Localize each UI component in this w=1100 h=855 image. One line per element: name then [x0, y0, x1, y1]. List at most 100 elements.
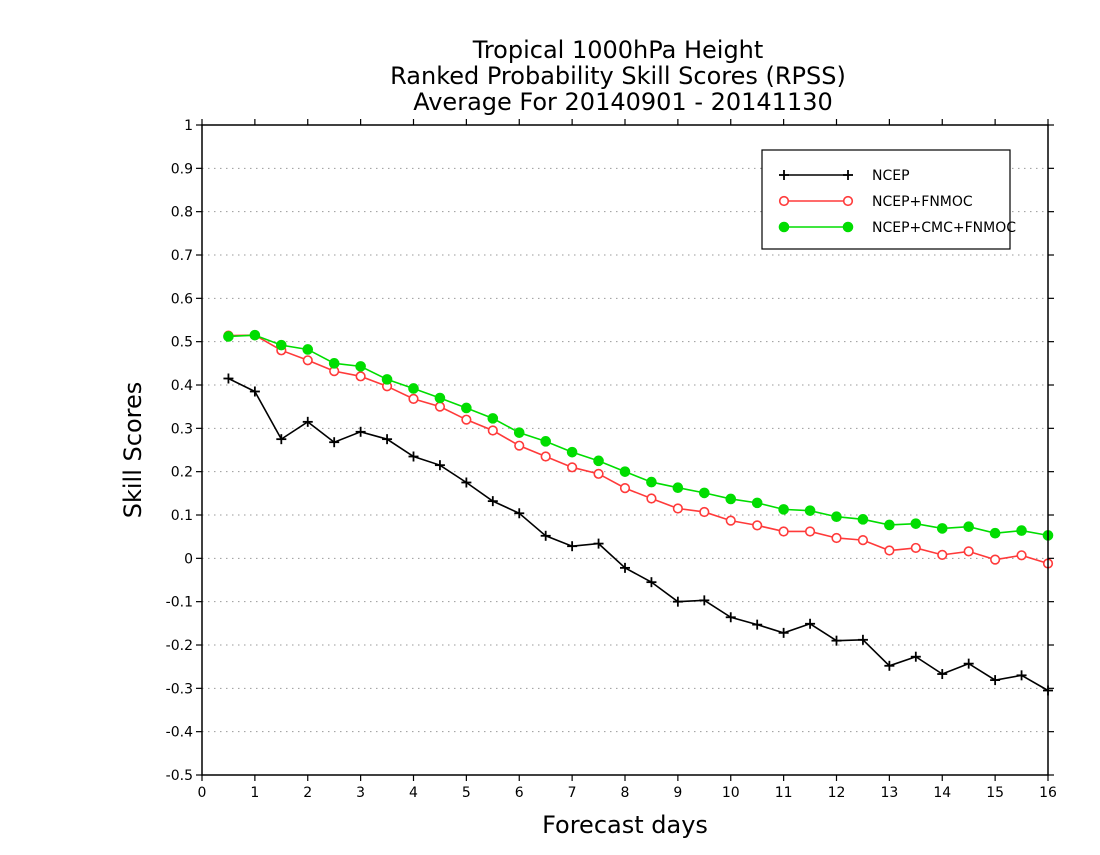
data-point-ncep-cmc-fnmoc — [646, 476, 657, 488]
legend-entry-ncep-fnmoc: NCEP+FNMOC — [778, 194, 973, 210]
data-point-ncep-cmc-fnmoc — [1016, 525, 1027, 536]
series-layer — [223, 329, 1054, 696]
data-point-ncep-fnmoc — [725, 515, 736, 526]
data-point-ncep-cmc-fnmoc — [778, 504, 789, 515]
grid-layer — [202, 167, 1048, 733]
y-tick-label: 0.8 — [171, 205, 193, 221]
legend-entry-ncep-cmc-fnmoc: NCEP+CMC+FNMOC — [778, 220, 1016, 236]
data-point-ncep-cmc-fnmoc — [540, 436, 551, 447]
y-tick-label: 0.5 — [171, 335, 193, 351]
data-point-ncep-fnmoc — [567, 462, 578, 473]
y-tick-label: -0.1 — [166, 595, 193, 611]
data-point-ncep-fnmoc — [619, 483, 631, 494]
chart-title-line-3: Average For 20140901 - 20141130 — [413, 88, 833, 116]
x-tick-label: 4 — [409, 785, 418, 801]
data-point-ncep-fnmoc — [672, 503, 683, 514]
data-point-ncep-fnmoc — [434, 401, 446, 412]
y-tick-label: 0.2 — [171, 465, 193, 481]
y-tick-label: 0.9 — [171, 161, 193, 177]
legend-entry-ncep: NCEP — [779, 168, 910, 184]
x-tick-label: 13 — [880, 785, 898, 801]
data-point-ncep-cmc-fnmoc — [461, 402, 472, 414]
y-tick-label: 0.1 — [171, 508, 193, 524]
x-tick-label: 0 — [198, 785, 207, 801]
legend-markers-ncep-fnmoc — [778, 195, 854, 207]
legend-marker-ncep-fnmoc — [842, 195, 854, 207]
data-point-ncep-cmc-fnmoc — [751, 497, 763, 509]
tick-layer: 1 0.9 0.8 0.7 0.6 0.5 0.4 0.3 0.2 0.1 0 -0.1 -0.2 -0.… — [166, 118, 1057, 801]
data-point-ncep-cmc-fnmoc — [249, 329, 261, 341]
data-point-ncep-cmc-fnmoc — [857, 514, 869, 525]
data-point-ncep-fnmoc — [778, 526, 789, 537]
data-point-ncep-fnmoc — [593, 468, 604, 479]
x-tick-label: 10 — [722, 785, 740, 801]
x-tick-label: 16 — [1039, 785, 1057, 801]
legend-label-ncep-cmc-fnmoc: NCEP+CMC+FNMOC — [872, 220, 1016, 236]
series-ncep-fnmoc — [223, 330, 1054, 569]
data-point-ncep-cmc-fnmoc — [355, 361, 366, 372]
y-tick-label: -0.4 — [166, 725, 193, 741]
data-point-ncep-cmc-fnmoc — [619, 466, 631, 477]
data-point-ncep-fnmoc — [884, 545, 895, 556]
data-point-ncep-fnmoc — [910, 542, 921, 554]
series-line-ncep-fnmoc — [228, 334, 1049, 565]
data-point-ncep-fnmoc — [646, 493, 657, 504]
data-point-ncep-cmc-fnmoc — [699, 487, 710, 499]
legend-label-ncep: NCEP — [872, 168, 910, 184]
data-point-ncep-fnmoc — [540, 451, 551, 462]
data-point-ncep-fnmoc — [408, 393, 419, 404]
data-point-ncep-fnmoc — [1016, 550, 1027, 561]
data-point-ncep-cmc-fnmoc — [963, 521, 974, 533]
series-ncep — [223, 373, 1053, 696]
data-point-ncep-fnmoc — [355, 371, 366, 382]
chart-title-line-1: Tropical 1000hPa Height — [472, 36, 764, 64]
x-tick-label: 8 — [621, 785, 630, 801]
data-point-ncep-fnmoc — [461, 414, 472, 425]
x-tick-label: 14 — [933, 785, 951, 801]
legend-marker-ncep-cmc-fnmoc — [778, 221, 790, 233]
data-point-ncep-cmc-fnmoc — [223, 331, 234, 342]
x-tick-label: 5 — [462, 785, 471, 801]
x-tick-label: 15 — [986, 785, 1004, 801]
y-tick-label: -0.5 — [166, 768, 193, 784]
x-tick-label: 12 — [828, 785, 846, 801]
data-point-ncep-cmc-fnmoc — [593, 455, 604, 467]
data-point-ncep-fnmoc — [302, 355, 313, 366]
data-point-ncep-cmc-fnmoc — [989, 527, 1001, 539]
data-point-ncep-fnmoc — [699, 506, 710, 518]
x-tick-label: 6 — [515, 785, 524, 801]
data-point-ncep-cmc-fnmoc — [804, 505, 816, 516]
y-tick-label: 0.6 — [171, 291, 193, 307]
x-tick-label: 11 — [775, 785, 793, 801]
data-point-ncep-cmc-fnmoc — [408, 383, 419, 394]
data-point-ncep-cmc-fnmoc — [276, 339, 287, 351]
data-point-ncep-cmc-fnmoc — [831, 511, 842, 523]
data-point-ncep-fnmoc — [990, 554, 1001, 565]
x-tick-label: 3 — [356, 785, 365, 801]
y-tick-label: 0 — [184, 551, 193, 567]
data-point-ncep-fnmoc — [514, 440, 525, 451]
x-tick-label: 7 — [568, 785, 577, 801]
data-point-ncep-cmc-fnmoc — [328, 358, 340, 369]
data-point-ncep-cmc-fnmoc — [725, 493, 737, 505]
data-point-ncep-cmc-fnmoc — [302, 344, 314, 355]
x-axis-title: Forecast days — [542, 811, 708, 839]
data-point-ncep-fnmoc — [963, 546, 974, 557]
data-point-ncep-fnmoc — [831, 532, 842, 544]
y-tick-label: 1 — [184, 118, 193, 134]
legend-label-ncep-fnmoc: NCEP+FNMOC — [872, 194, 973, 210]
data-point-ncep-fnmoc — [804, 526, 816, 537]
data-point-ncep-cmc-fnmoc — [434, 392, 446, 404]
series-line-ncep — [228, 377, 1049, 692]
y-tick-label: 0.7 — [171, 248, 193, 264]
data-point-ncep-fnmoc — [937, 549, 948, 560]
data-point-ncep-cmc-fnmoc — [884, 519, 895, 531]
chart-title-line-2: Ranked Probability Skill Scores (RPSS) — [390, 62, 846, 90]
series-ncep-cmc-fnmoc — [223, 329, 1054, 541]
y-axis-title: Skill Scores — [119, 382, 147, 519]
data-point-ncep-fnmoc — [752, 520, 763, 531]
data-point-ncep-cmc-fnmoc — [910, 518, 922, 529]
data-point-ncep-cmc-fnmoc — [936, 523, 948, 534]
data-point-ncep-fnmoc — [857, 535, 869, 546]
